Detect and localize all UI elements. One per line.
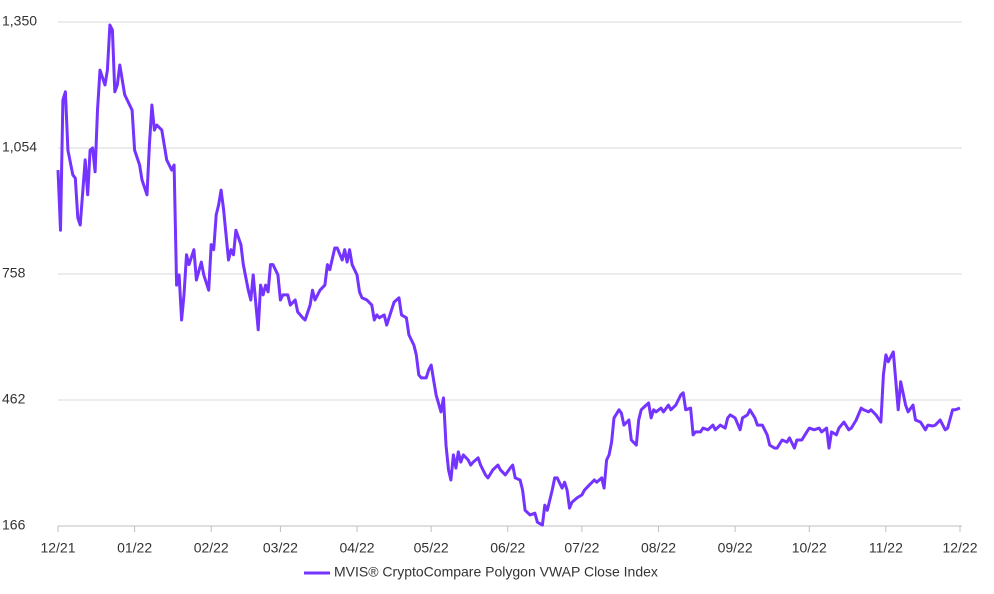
x-tick-label: 11/22 bbox=[869, 540, 903, 556]
x-tick-label: 01/22 bbox=[117, 540, 152, 556]
x-tick-label: 12/21 bbox=[40, 540, 75, 556]
plot-area bbox=[56, 23, 961, 527]
x-tick-label: 09/22 bbox=[718, 540, 753, 556]
x-tick-label: 03/22 bbox=[263, 540, 298, 556]
legend-label: MVIS® CryptoCompare Polygon VWAP Close I… bbox=[334, 564, 658, 580]
y-tick-label: 462 bbox=[2, 391, 26, 407]
x-tick-label: 06/22 bbox=[490, 540, 525, 556]
y-tick-label: 1,350 bbox=[2, 13, 37, 29]
x-tick-label: 05/22 bbox=[414, 540, 449, 556]
x-tick-label: 12/22 bbox=[942, 540, 977, 556]
y-tick-label: 1,054 bbox=[2, 139, 37, 155]
x-tick-label: 04/22 bbox=[339, 540, 374, 556]
legend: MVIS® CryptoCompare Polygon VWAP Close I… bbox=[304, 564, 658, 580]
x-tick-label: 02/22 bbox=[194, 540, 229, 556]
y-tick-label: 758 bbox=[2, 265, 26, 281]
grid: 166 462 758 1,054 1,350 12/21 01/22 02/22 03/22 0… bbox=[2, 13, 978, 556]
x-tick-label: 07/22 bbox=[564, 540, 599, 556]
x-tick-label: 08/22 bbox=[641, 540, 676, 556]
x-tick-label: 10/22 bbox=[792, 540, 827, 556]
y-tick-label: 166 bbox=[2, 517, 26, 533]
series-line bbox=[56, 23, 961, 527]
